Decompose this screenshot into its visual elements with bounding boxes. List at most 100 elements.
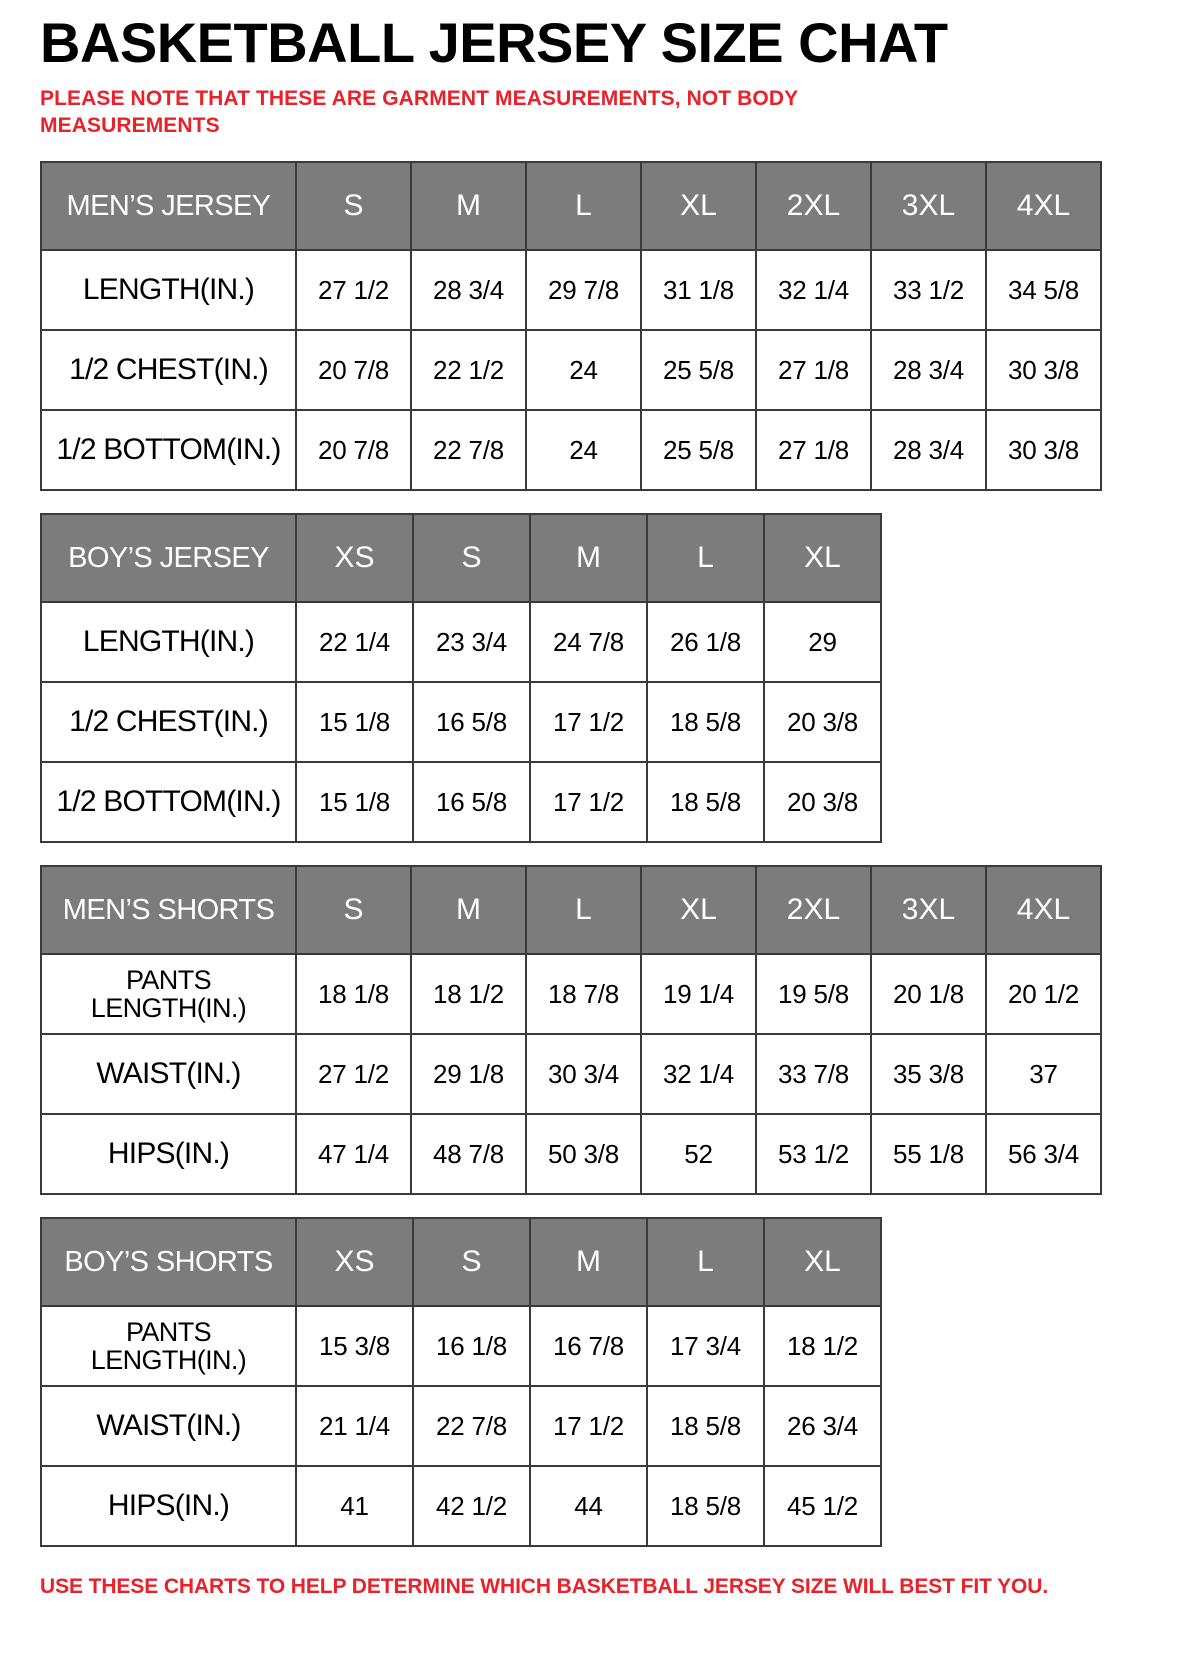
measurement-label: PANTS LENGTH(IN.) (40, 1305, 297, 1388)
size-header-l: L (525, 865, 642, 956)
measurement-value: 27 1/8 (755, 409, 872, 492)
size-header-3xl: 3XL (870, 865, 987, 956)
size-table-mens-jersey: MEN’S JERSEY S M L XL 2XL 3XL 4XL LENGTH(IN.) 27 … (40, 161, 1102, 492)
measurement-value: 52 (640, 1113, 757, 1196)
size-header-3xl: 3XL (870, 161, 987, 252)
measurement-value: 53 1/2 (755, 1113, 872, 1196)
size-header-xl: XL (763, 513, 882, 604)
measurement-value: 37 (985, 1033, 1102, 1116)
size-header-4xl: 4XL (985, 161, 1102, 252)
table-row: 1/2 BOTTOM(IN.) 20 7/8 22 7/8 24 25 5/8 27 1/… (40, 409, 1102, 492)
measurement-value: 30 3/8 (985, 409, 1102, 492)
table-row: WAIST(IN.) 21 1/4 22 7/8 17 1/2 18 5/8 26 3/4 (40, 1385, 882, 1468)
size-header-l: L (646, 1217, 765, 1308)
measurement-value: 20 1/8 (870, 953, 987, 1036)
table-row: LENGTH(IN.) 22 1/4 23 3/4 24 7/8 26 1/8 29 (40, 601, 882, 684)
measurement-value: 25 5/8 (640, 329, 757, 412)
measurement-value: 30 3/8 (985, 329, 1102, 412)
measurement-value: 25 5/8 (640, 409, 757, 492)
measurement-value: 44 (529, 1465, 648, 1548)
measurement-value: 42 1/2 (412, 1465, 531, 1548)
measurement-label-line: WAIST(IN.) (96, 1057, 241, 1091)
measurement-value: 28 3/4 (870, 409, 987, 492)
garment-measurement-note: PLEASE NOTE THAT THESE ARE GARMENT MEASU… (40, 86, 798, 138)
measurement-label: WAIST(IN.) (40, 1385, 297, 1468)
measurement-value: 17 3/4 (646, 1305, 765, 1388)
table-row: HIPS(IN.) 41 42 1/2 44 18 5/8 45 1/2 (40, 1465, 882, 1548)
measurement-label: 1/2 BOTTOM(IN.) (40, 761, 297, 844)
measurement-value: 31 1/8 (640, 249, 757, 332)
measurement-value: 17 1/2 (529, 761, 648, 844)
size-header-xl: XL (763, 1217, 882, 1308)
measurement-value: 18 5/8 (646, 681, 765, 764)
measurement-value: 24 7/8 (529, 601, 648, 684)
measurement-value: 21 1/4 (295, 1385, 414, 1468)
table-row: 1/2 CHEST(IN.) 20 7/8 22 1/2 24 25 5/8 27 1/8… (40, 329, 1102, 412)
size-header-l: L (525, 161, 642, 252)
measurement-value: 50 3/8 (525, 1113, 642, 1196)
size-header-m: M (529, 513, 648, 604)
measurement-label-line: HIPS(IN.) (107, 1489, 230, 1523)
measurement-label-line: PANTS (125, 965, 212, 996)
measurement-value: 41 (295, 1465, 414, 1548)
measurement-label: 1/2 CHEST(IN.) (40, 681, 297, 764)
measurement-value: 27 1/8 (755, 329, 872, 412)
table-row: 1/2 BOTTOM(IN.) 15 1/8 16 5/8 17 1/2 18 5/8 2… (40, 761, 882, 844)
measurement-value: 15 3/8 (295, 1305, 414, 1388)
measurement-value: 22 1/2 (410, 329, 527, 412)
measurement-value: 56 3/4 (985, 1113, 1102, 1196)
measurement-value: 16 5/8 (412, 681, 531, 764)
measurement-value: 16 5/8 (412, 761, 531, 844)
measurement-label-line: WAIST(IN.) (96, 1409, 241, 1443)
measurement-value: 18 7/8 (525, 953, 642, 1036)
measurement-label: LENGTH(IN.) (40, 601, 297, 684)
measurement-value: 28 3/4 (870, 329, 987, 412)
table-corner-label: MEN’S SHORTS (40, 865, 297, 956)
measurement-value: 18 1/2 (763, 1305, 882, 1388)
measurement-value: 18 5/8 (646, 1385, 765, 1468)
table-row: 1/2 CHEST(IN.) 15 1/8 16 5/8 17 1/2 18 5/8 20… (40, 681, 882, 764)
measurement-value: 29 (763, 601, 882, 684)
measurement-label: WAIST(IN.) (40, 1033, 297, 1116)
measurement-value: 15 1/8 (295, 761, 414, 844)
size-header-s: S (412, 513, 531, 604)
measurement-label-line: LENGTH(IN.) (82, 273, 255, 307)
measurement-value: 24 (525, 409, 642, 492)
measurement-value: 34 5/8 (985, 249, 1102, 332)
size-header-4xl: 4XL (985, 865, 1102, 956)
measurement-label: HIPS(IN.) (40, 1113, 297, 1196)
measurement-label: 1/2 CHEST(IN.) (40, 329, 297, 412)
size-table-mens-shorts: MEN’S SHORTS S M L XL 2XL 3XL 4XL PANTS LENGTH(IN… (40, 865, 1102, 1196)
footer-note: USE THESE CHARTS TO HELP DETERMINE WHICH… (40, 1575, 1049, 1599)
size-header-2xl: 2XL (755, 161, 872, 252)
measurement-label-line: 1/2 BOTTOM(IN.) (56, 785, 281, 819)
measurement-value: 30 3/4 (525, 1033, 642, 1116)
measurement-label: HIPS(IN.) (40, 1465, 297, 1548)
measurement-value: 22 7/8 (412, 1385, 531, 1468)
measurement-value: 19 5/8 (755, 953, 872, 1036)
measurement-value: 55 1/8 (870, 1113, 987, 1196)
table-wrapper-boys-shorts: BOY’S SHORTS XS S M L XL PANTS LENGTH(IN.) 15 3/… (40, 1217, 1160, 1548)
size-header-xl: XL (640, 161, 757, 252)
size-header-m: M (529, 1217, 648, 1308)
measurement-value: 20 1/2 (985, 953, 1102, 1036)
measurement-value: 22 7/8 (410, 409, 527, 492)
measurement-label-line: LENGTH(IN.) (90, 993, 247, 1024)
table-row: PANTS LENGTH(IN.) 18 1/8 18 1/2 18 7/8 19 1/4… (40, 953, 1102, 1036)
measurement-value: 26 1/8 (646, 601, 765, 684)
table-corner-label: BOY’S JERSEY (40, 513, 297, 604)
table-row: LENGTH(IN.) 27 1/2 28 3/4 29 7/8 31 1/8 32 1/… (40, 249, 1102, 332)
table-wrapper-boys-jersey: BOY’S JERSEY XS S M L XL LENGTH(IN.) 22 1/4 23 3… (40, 513, 1160, 844)
measurement-label-line: LENGTH(IN.) (82, 625, 255, 659)
size-table-boys-jersey: BOY’S JERSEY XS S M L XL LENGTH(IN.) 22 1/4 23 3… (40, 513, 882, 844)
measurement-value: 17 1/2 (529, 1385, 648, 1468)
size-header-xs: XS (295, 1217, 414, 1308)
table-row: WAIST(IN.) 27 1/2 29 1/8 30 3/4 32 1/4 33 7/8… (40, 1033, 1102, 1116)
measurement-label: PANTS LENGTH(IN.) (40, 953, 297, 1036)
measurement-label-line: HIPS(IN.) (107, 1137, 230, 1171)
measurement-value: 20 7/8 (295, 409, 412, 492)
measurement-value: 27 1/2 (295, 1033, 412, 1116)
measurement-label-line: LENGTH(IN.) (90, 1345, 247, 1376)
size-table-boys-shorts: BOY’S SHORTS XS S M L XL PANTS LENGTH(IN.) 15 3/… (40, 1217, 882, 1548)
